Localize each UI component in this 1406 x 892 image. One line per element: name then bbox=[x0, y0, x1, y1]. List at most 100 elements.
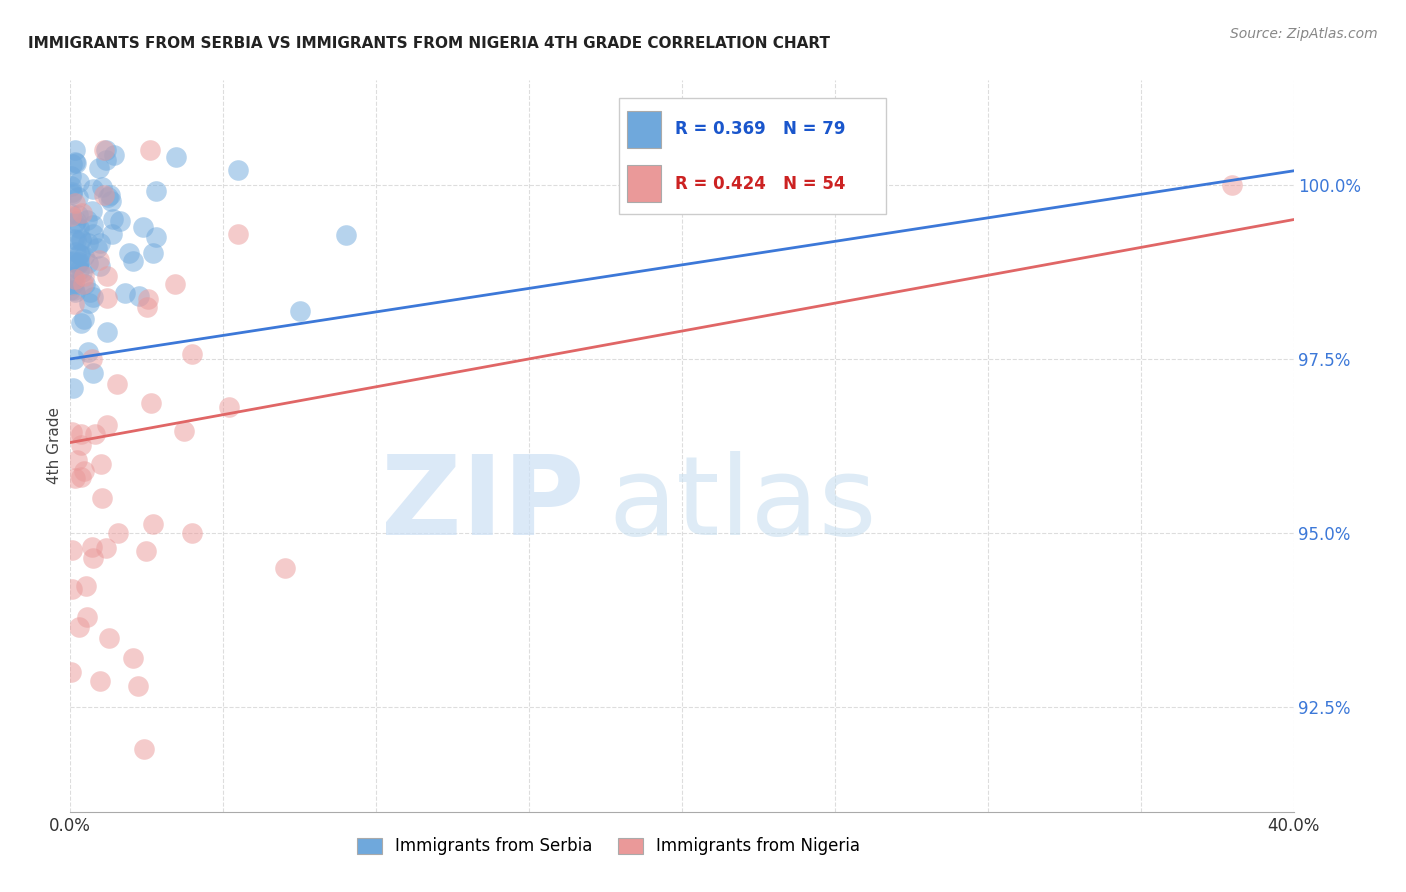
Point bbox=[63, 277, 86, 291]
Point bbox=[118, 246, 141, 260]
Bar bbox=[627, 111, 661, 148]
Point bbox=[96, 143, 118, 157]
Point bbox=[121, 254, 143, 268]
Point bbox=[73, 268, 96, 283]
Legend: Immigrants from Serbia, Immigrants from Nigeria: Immigrants from Serbia, Immigrants from … bbox=[350, 830, 866, 862]
Point bbox=[62, 253, 84, 268]
Point bbox=[63, 351, 86, 366]
Point bbox=[60, 207, 83, 221]
Point bbox=[70, 233, 93, 247]
Point bbox=[60, 185, 83, 199]
Text: R = 0.424   N = 54: R = 0.424 N = 54 bbox=[675, 175, 845, 193]
Point bbox=[136, 300, 159, 314]
Point bbox=[69, 247, 91, 261]
Point bbox=[335, 227, 357, 242]
Point bbox=[180, 347, 202, 361]
Point bbox=[108, 214, 131, 228]
Point bbox=[139, 143, 162, 157]
Point bbox=[70, 316, 93, 330]
Point bbox=[60, 186, 83, 201]
Point bbox=[70, 470, 93, 484]
Point bbox=[226, 227, 249, 241]
Point bbox=[60, 278, 83, 293]
Point bbox=[77, 235, 100, 250]
Text: Source: ZipAtlas.com: Source: ZipAtlas.com bbox=[1230, 27, 1378, 41]
Point bbox=[180, 526, 202, 541]
Point bbox=[67, 256, 90, 270]
Point bbox=[76, 609, 98, 624]
Point bbox=[67, 247, 90, 261]
Point bbox=[128, 289, 150, 303]
Point bbox=[66, 208, 89, 222]
Point bbox=[145, 229, 167, 244]
Point bbox=[114, 285, 136, 300]
Point bbox=[59, 179, 82, 194]
Point bbox=[82, 182, 104, 196]
Point bbox=[63, 216, 86, 230]
Point bbox=[77, 345, 100, 359]
Point bbox=[80, 540, 103, 554]
Point bbox=[107, 525, 129, 540]
Point bbox=[228, 162, 250, 177]
Point bbox=[91, 180, 114, 194]
Point bbox=[77, 256, 100, 270]
Text: R = 0.369   N = 79: R = 0.369 N = 79 bbox=[675, 120, 845, 138]
Text: atlas: atlas bbox=[609, 451, 877, 558]
Point bbox=[79, 296, 101, 310]
Point bbox=[96, 269, 118, 284]
Point bbox=[288, 304, 311, 318]
Point bbox=[94, 541, 117, 555]
Point bbox=[82, 290, 104, 304]
Point bbox=[67, 620, 90, 634]
Point bbox=[65, 285, 87, 299]
Point bbox=[96, 325, 118, 339]
Point bbox=[132, 219, 155, 234]
Point bbox=[89, 235, 111, 250]
Point bbox=[83, 427, 105, 442]
Point bbox=[73, 249, 96, 263]
Point bbox=[103, 147, 125, 161]
Point bbox=[62, 270, 84, 285]
Point bbox=[65, 155, 87, 169]
Point bbox=[59, 283, 82, 297]
Point bbox=[273, 561, 295, 575]
Point bbox=[136, 292, 159, 306]
Point bbox=[165, 150, 187, 164]
Point bbox=[87, 161, 110, 175]
Point bbox=[63, 297, 86, 311]
Point bbox=[63, 143, 86, 157]
Point bbox=[67, 255, 90, 269]
Point bbox=[65, 155, 87, 169]
Point bbox=[72, 265, 94, 279]
Point bbox=[80, 351, 103, 366]
Point bbox=[165, 277, 187, 291]
Point bbox=[142, 246, 165, 260]
Point bbox=[96, 291, 118, 305]
Point bbox=[82, 227, 104, 241]
Point bbox=[69, 426, 91, 441]
FancyBboxPatch shape bbox=[619, 98, 886, 214]
Bar bbox=[627, 165, 661, 202]
Point bbox=[139, 396, 162, 410]
Text: IMMIGRANTS FROM SERBIA VS IMMIGRANTS FROM NIGERIA 4TH GRADE CORRELATION CHART: IMMIGRANTS FROM SERBIA VS IMMIGRANTS FRO… bbox=[28, 36, 830, 51]
Point bbox=[70, 206, 93, 220]
Point bbox=[60, 425, 83, 440]
Point bbox=[60, 169, 83, 183]
Point bbox=[173, 424, 195, 438]
Point bbox=[76, 213, 98, 227]
Point bbox=[63, 232, 86, 246]
Point bbox=[135, 544, 157, 558]
Point bbox=[63, 283, 86, 297]
Point bbox=[218, 400, 240, 414]
Point bbox=[79, 285, 101, 299]
Point bbox=[62, 582, 84, 596]
Point bbox=[59, 665, 82, 680]
Point bbox=[87, 252, 110, 267]
Point bbox=[59, 209, 82, 223]
Point bbox=[73, 311, 96, 326]
Point bbox=[96, 417, 118, 432]
Point bbox=[75, 578, 97, 592]
Point bbox=[1220, 178, 1243, 192]
Text: ZIP: ZIP bbox=[381, 451, 583, 558]
Point bbox=[134, 742, 156, 756]
